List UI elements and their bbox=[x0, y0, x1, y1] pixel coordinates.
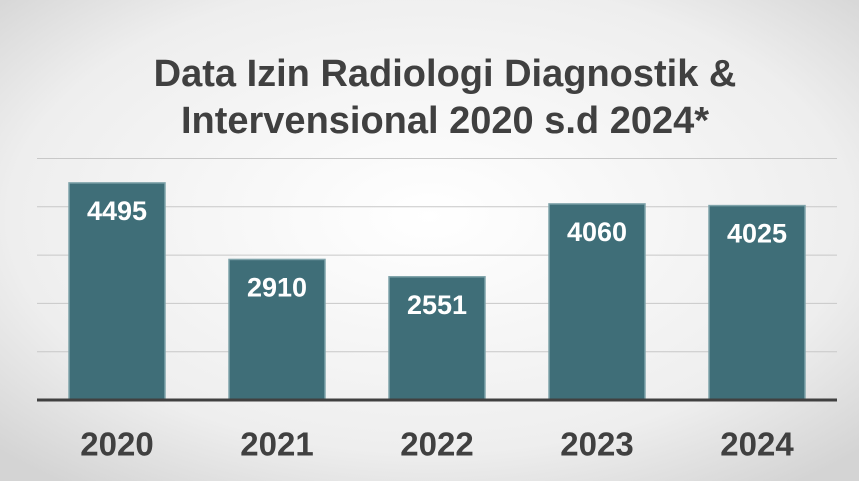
x-tick-label: 2022 bbox=[400, 426, 473, 463]
x-tick-label: 2023 bbox=[560, 426, 633, 463]
x-tick-label: 2024 bbox=[720, 426, 794, 463]
chart-title: Data Izin Radiologi Diagnostik & bbox=[154, 53, 737, 95]
data-label: 4495 bbox=[87, 196, 147, 226]
data-label: 4060 bbox=[567, 217, 627, 247]
x-tick-label: 2020 bbox=[80, 426, 153, 463]
data-label: 4025 bbox=[727, 219, 787, 249]
chart-title: Intervensional 2020 s.d 2024* bbox=[181, 100, 709, 142]
data-label: 2551 bbox=[407, 290, 467, 320]
bar bbox=[68, 182, 166, 401]
x-tick-label: 2021 bbox=[240, 426, 313, 463]
data-label: 2910 bbox=[247, 273, 307, 303]
